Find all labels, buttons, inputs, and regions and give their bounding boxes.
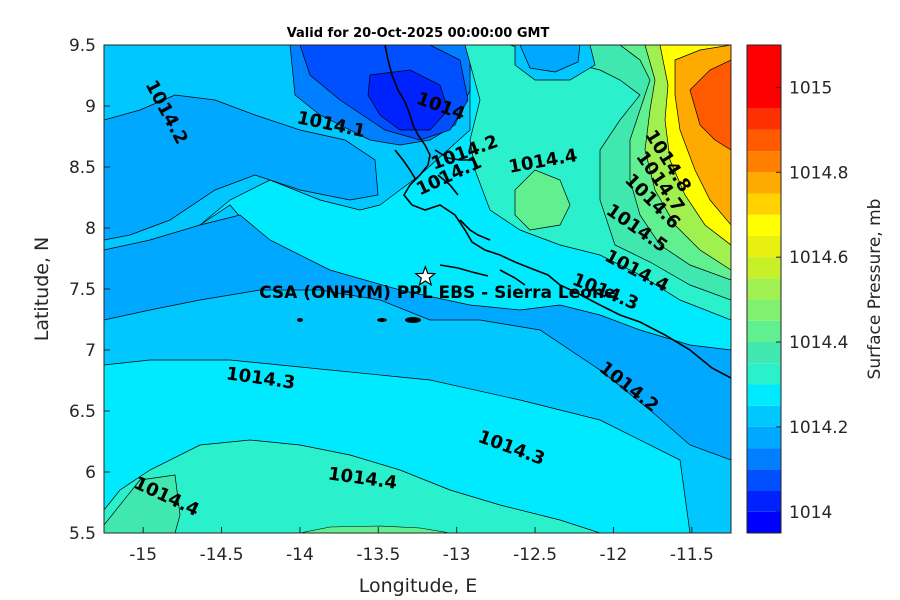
colorbar-swatch <box>747 490 781 512</box>
y-tick-label: 6.5 <box>69 402 96 422</box>
colorbar-swatch <box>747 108 781 130</box>
y-axis: 9.5 9 8.5 8 7.5 7 6.5 6 5.5 <box>69 36 110 544</box>
colorbar-swatch <box>747 426 781 449</box>
y-tick-label: 8 <box>85 219 96 239</box>
contour-fill-1014.45-pocket <box>514 169 571 231</box>
contour-fill-1014.85 <box>689 59 731 151</box>
x-tick-label: -12.5 <box>513 545 557 565</box>
x-axis-title: Longitude, E <box>359 575 478 597</box>
y-tick-label: 7 <box>85 341 96 361</box>
x-tick-label: -11.5 <box>670 545 714 565</box>
star-icon <box>414 265 437 287</box>
contour-fill-1014.15 <box>104 94 379 241</box>
x-tick-label: -13.5 <box>356 545 400 565</box>
colorbar-swatch <box>747 320 781 343</box>
x-tick-label: -13 <box>443 545 471 565</box>
contour-fill-1014.4-south <box>104 474 181 533</box>
y-tick-label: 8.5 <box>69 158 96 178</box>
colorbar-frame <box>746 44 782 534</box>
colorbar-swatch <box>747 384 781 406</box>
x-tick-label: -14.5 <box>200 545 244 565</box>
colorbar-tick-label: 1014.4 <box>789 333 848 353</box>
contour-fill-1014.15-pocket <box>519 45 581 73</box>
colorbar-swatch <box>747 299 781 321</box>
colorbar-swatch <box>747 193 781 215</box>
colorbar-swatch <box>747 172 781 194</box>
colorbar-title: Surface Pressure, mb <box>865 199 885 380</box>
colorbar-swatch <box>747 129 781 152</box>
colorbar-swatch <box>747 342 781 364</box>
x-tick-label: -15 <box>129 545 157 565</box>
x-tick-label: -12 <box>600 545 628 565</box>
colorbar-labels: 1015 1014.8 1014.6 1014.4 1014.2 1014 <box>776 78 848 523</box>
y-tick-label: 7.5 <box>69 280 96 300</box>
y-tick-label: 6 <box>85 463 96 483</box>
y-tick-label: 5.5 <box>69 524 96 544</box>
colorbar-swatch <box>747 214 781 236</box>
islands <box>297 317 421 323</box>
colorbar-tick-label: 1014 <box>789 503 832 523</box>
colorbar-swatch <box>747 511 781 533</box>
x-axis: -15 -14.5 -14 -13.5 -13 -12.5 -12 -11.5 <box>129 527 714 565</box>
y-tick-label: 9 <box>85 97 96 117</box>
contour-fill-1014.0 <box>367 69 449 131</box>
coastline <box>384 45 731 379</box>
colorbar-swatch <box>747 363 781 385</box>
colorbar-swatch <box>747 405 781 427</box>
site-marker <box>414 265 437 287</box>
x-tick-label: -14 <box>286 545 314 565</box>
colorbar-tick-label: 1014.6 <box>789 248 848 268</box>
colorbar-swatch <box>747 257 781 279</box>
colorbar-tick-label: 1014.8 <box>789 163 848 183</box>
contour-fill-1014.15-b <box>104 214 731 461</box>
colorbar-swatch <box>747 448 781 470</box>
colorbar-swatch <box>747 45 781 109</box>
colorbar-tick-label: 1015 <box>789 78 832 98</box>
site-label: CSA (ONHYM) PPL EBS - Sierra Leone <box>259 283 616 303</box>
colorbar-swatch <box>747 469 781 491</box>
colorbar-swatch <box>747 278 781 300</box>
plot-title: Valid for 20-Oct-2025 00:00:00 GMT <box>287 26 550 41</box>
y-tick-label: 9.5 <box>69 36 96 56</box>
contour-fill-1014.35-south <box>104 439 601 533</box>
colorbar <box>747 45 781 533</box>
y-axis-title: Latitude, N <box>31 237 53 342</box>
colorbar-tick-label: 1014.2 <box>789 418 848 438</box>
colorbar-swatch <box>747 151 781 173</box>
colorbar-swatch <box>747 235 781 258</box>
contour-fill-1014.45-south <box>299 525 451 533</box>
